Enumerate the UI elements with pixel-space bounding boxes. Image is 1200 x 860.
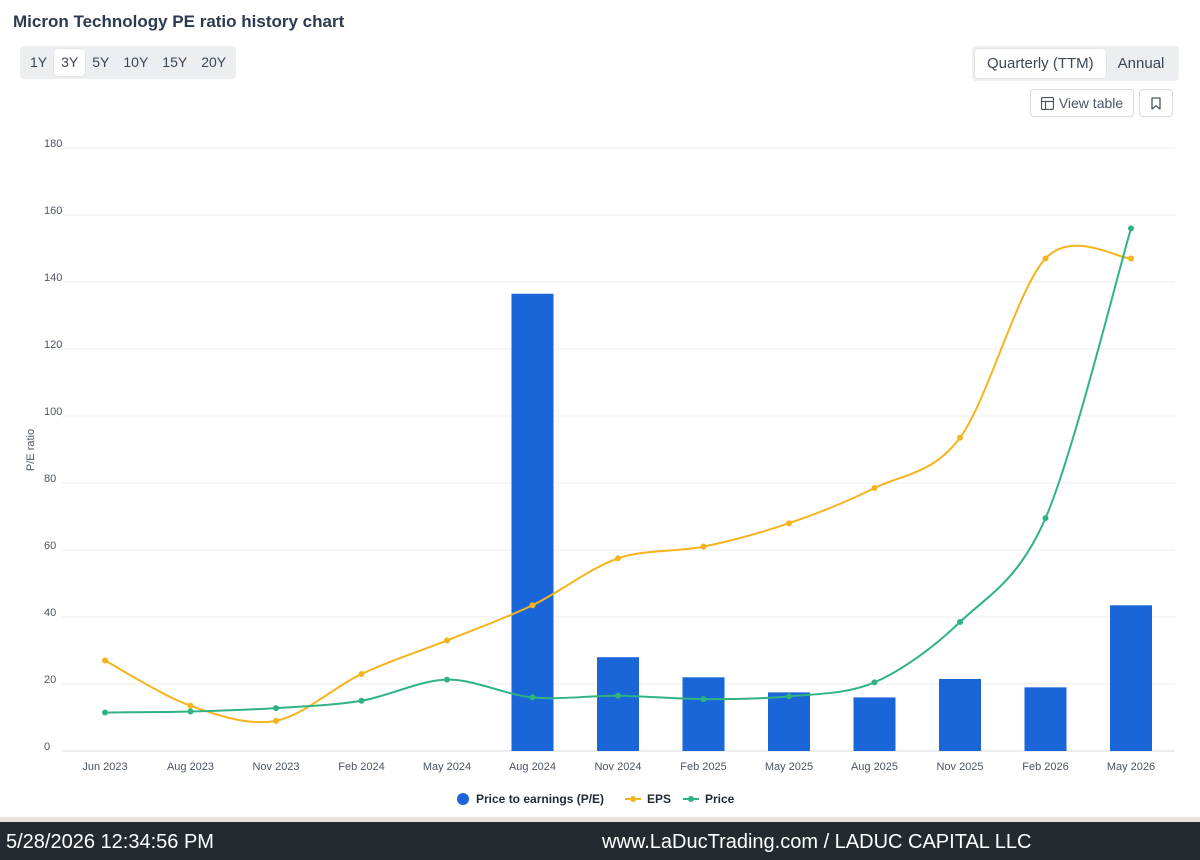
eps-point	[1128, 255, 1134, 262]
view-table-button[interactable]: View table	[1030, 89, 1134, 117]
eps-point	[957, 434, 963, 441]
pe-bar	[1024, 687, 1067, 751]
price-point	[1042, 515, 1049, 522]
price-point	[615, 692, 621, 699]
eps-line	[104, 244, 1132, 724]
x-tick-label: Aug 2024	[509, 761, 556, 773]
price-point	[700, 696, 707, 703]
price-point	[444, 676, 450, 683]
eps-point	[529, 602, 536, 609]
price-point	[1128, 225, 1134, 232]
eps-point	[273, 717, 279, 724]
period-selector: Quarterly (TTM) Annual	[972, 46, 1180, 81]
period-button-quarterly[interactable]: Quarterly (TTM)	[975, 49, 1106, 78]
footer-bar: 5/28/2026 12:34:56 PM www.LaDucTrading.c…	[0, 822, 1200, 860]
y-tick-label: 60	[44, 540, 56, 552]
range-button-3y[interactable]: 3Y	[54, 49, 86, 76]
price-line	[104, 228, 1132, 714]
eps-point	[615, 555, 621, 562]
eps-point	[1042, 255, 1049, 262]
range-button-1y[interactable]: 1Y	[30, 54, 48, 70]
pe-bar	[768, 692, 810, 751]
x-tick-label: Nov 2025	[936, 761, 983, 773]
x-tick-label: Feb 2025	[680, 761, 726, 773]
eps-point	[187, 702, 194, 709]
y-tick-label: 120	[44, 339, 62, 351]
x-tick-label: May 2025	[765, 761, 813, 773]
range-button-10y[interactable]: 10Y	[123, 54, 149, 70]
y-tick-label: 100	[44, 406, 62, 418]
eps-point	[102, 657, 108, 664]
footer-site: www.LaDucTrading.com / LADUC CAPITAL LLC	[602, 831, 1032, 853]
price-point	[273, 705, 279, 712]
pe-bar	[682, 677, 725, 751]
table-icon	[1040, 96, 1054, 110]
price-point	[786, 693, 792, 700]
legend-marker-eps	[630, 796, 636, 802]
x-tick-label: May 2024	[423, 761, 471, 773]
price-point	[957, 619, 963, 626]
x-tick-label: Feb 2024	[338, 761, 384, 773]
bookmark-button[interactable]	[1139, 89, 1173, 117]
range-button-20y[interactable]: 20Y	[201, 54, 227, 70]
price-point	[529, 694, 536, 701]
pe-ratio-chart: 0 20 40 60 80 100 120 140 160 180 P/E ratio Jun 202…	[25, 138, 1175, 806]
price-point	[102, 709, 108, 716]
y-tick-label: 80	[44, 473, 56, 485]
bookmark-icon	[1151, 96, 1161, 110]
legend-label-eps: EPS	[647, 792, 671, 806]
legend-label-price: Price	[705, 792, 735, 806]
y-tick-label: 180	[44, 138, 62, 150]
x-tick-label: Nov 2023	[252, 761, 299, 773]
x-tick-label: Nov 2024	[594, 761, 641, 773]
x-tick-label: Aug 2025	[851, 761, 898, 773]
range-button-15y[interactable]: 15Y	[162, 54, 188, 70]
time-range-selector: 1Y 3Y 5Y 10Y 15Y 20Y	[20, 46, 237, 79]
y-tick-label: 0	[44, 741, 50, 753]
footer-divider	[0, 817, 1200, 822]
price-point	[187, 708, 194, 715]
y-tick-label: 160	[44, 205, 62, 217]
footer-timestamp: 5/28/2026 12:34:56 PM	[6, 831, 214, 853]
legend-marker-price	[688, 796, 694, 802]
x-tick-label: Feb 2026	[1022, 761, 1068, 773]
x-tick-label: Jun 2023	[82, 761, 127, 773]
pe-bar	[1110, 605, 1152, 751]
pe-bar	[939, 678, 981, 751]
pe-bar	[511, 293, 554, 751]
pe-bar	[853, 697, 896, 751]
legend-label-pe: Price to earnings (P/E)	[476, 792, 604, 806]
price-point	[358, 697, 365, 704]
page-title: Micron Technology PE ratio history chart	[13, 12, 345, 31]
eps-point	[786, 520, 792, 527]
eps-point	[700, 543, 707, 550]
pe-bar	[597, 657, 639, 751]
y-tick-label: 40	[44, 607, 56, 619]
y-axis-label: P/E ratio	[25, 429, 37, 471]
eps-point	[444, 637, 450, 644]
x-tick-label: May 2026	[1107, 761, 1155, 773]
legend-marker-pe	[457, 793, 469, 805]
eps-point	[358, 670, 365, 677]
price-point	[871, 679, 878, 686]
y-tick-label: 140	[44, 272, 62, 284]
period-button-annual[interactable]: Annual	[1117, 55, 1165, 72]
view-table-label: View table	[1058, 95, 1124, 111]
x-tick-label: Aug 2023	[167, 761, 214, 773]
eps-point	[871, 485, 878, 492]
y-tick-label: 20	[44, 674, 56, 686]
range-button-5y[interactable]: 5Y	[92, 54, 110, 70]
